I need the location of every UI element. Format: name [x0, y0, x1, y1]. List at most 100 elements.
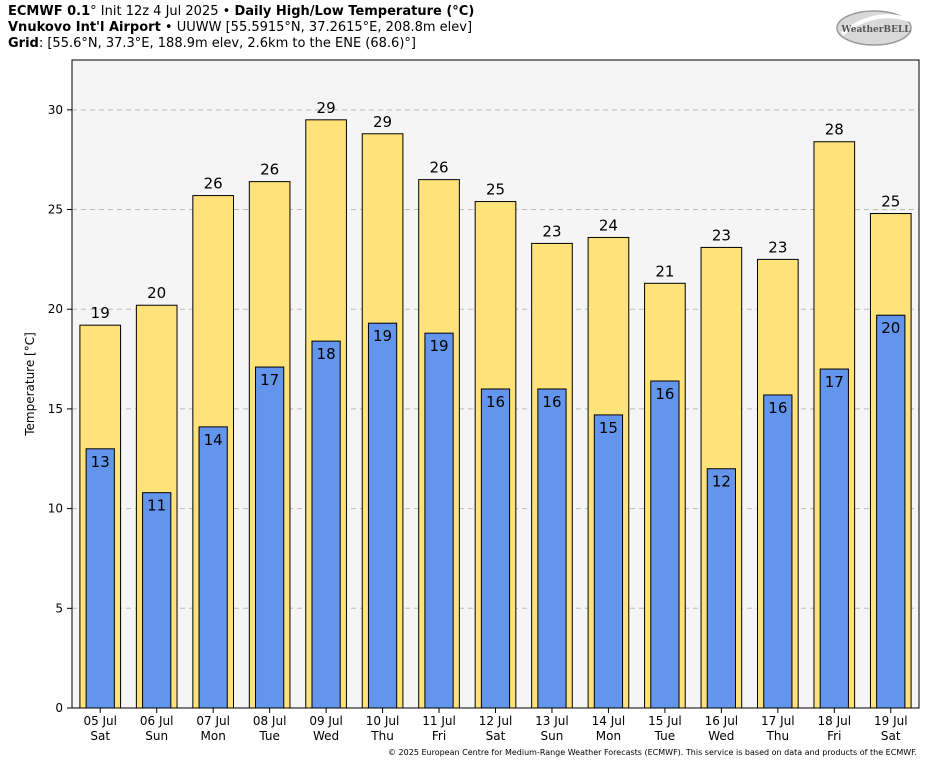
low-bar	[198, 426, 228, 709]
low-bar	[85, 448, 115, 709]
y-tick-label: 15	[48, 402, 63, 416]
low-value-label: 16	[486, 393, 505, 411]
high-value-label: 23	[768, 238, 787, 256]
low-bar	[876, 314, 906, 709]
x-tick-day: Sat	[90, 729, 110, 743]
low-bar	[480, 388, 511, 709]
low-value-label: 15	[599, 419, 618, 437]
grid-label: Grid	[8, 36, 39, 51]
x-tick-day: Fri	[432, 729, 446, 743]
low-value-label: 13	[91, 453, 110, 471]
high-value-label: 23	[712, 226, 731, 244]
x-tick-date: 14 Jul	[592, 714, 626, 728]
low-bar	[367, 322, 398, 709]
station-info: • UUWW [55.5915°N, 37.2615°E, 208.8m ele…	[160, 20, 473, 35]
x-tick-day: Sat	[881, 729, 901, 743]
y-axis-title: Temperature [°C]	[23, 332, 37, 437]
low-value-label: 19	[429, 337, 448, 355]
x-tick-date: 19 Jul	[874, 714, 908, 728]
high-value-label: 21	[655, 262, 674, 280]
x-tick-date: 16 Jul	[705, 714, 739, 728]
low-value-label: 16	[655, 385, 674, 403]
low-value-label: 18	[317, 345, 336, 363]
logo-text: WeatherBELL	[840, 25, 911, 35]
station-name: Vnukovo Int'l Airport	[8, 20, 161, 35]
model-name: ECMWF 0.1	[8, 4, 91, 19]
high-value-label: 28	[825, 121, 844, 139]
copyright-footer: © 2025 European Centre for Medium-Range …	[388, 748, 917, 757]
x-tick-day: Tue	[654, 729, 676, 743]
header-line-2: Vnukovo Int'l Airport • UUWW [55.5915°N,…	[8, 20, 474, 36]
high-value-label: 19	[91, 304, 110, 322]
low-bar	[311, 340, 341, 709]
high-value-label: 29	[373, 113, 392, 131]
x-tick-date: 13 Jul	[535, 714, 569, 728]
x-tick-date: 10 Jul	[366, 714, 400, 728]
y-tick-label: 30	[48, 103, 63, 117]
y-tick-label: 5	[55, 601, 63, 615]
weatherbell-logo: WeatherBELL	[836, 10, 912, 46]
low-value-label: 20	[881, 319, 900, 337]
header-line-1: ECMWF 0.1° Init 12z 4 Jul 2025 • Daily H…	[8, 4, 474, 20]
y-tick-label: 20	[48, 302, 63, 316]
x-tick-day: Tue	[258, 729, 280, 743]
low-bar	[537, 388, 567, 709]
high-value-label: 29	[317, 99, 336, 117]
x-tick-day: Sun	[541, 729, 564, 743]
low-bar	[763, 394, 793, 709]
x-tick-day: Mon	[596, 729, 621, 743]
x-tick-day: Sun	[145, 729, 168, 743]
data-labels: 19 13 20 11 26 14 26 17 29 18 29 19 26 19 25 16 23 16 24 15…	[91, 99, 901, 515]
low-bar	[706, 468, 736, 709]
x-tick-day: Wed	[708, 729, 734, 743]
x-tick-date: 05 Jul	[83, 714, 117, 728]
low-value-label: 12	[712, 473, 731, 491]
x-tick-day: Wed	[313, 729, 339, 743]
high-value-label: 26	[429, 159, 448, 177]
x-tick-date: 11 Jul	[422, 714, 456, 728]
y-tick-label: 10	[48, 502, 63, 516]
low-value-label: 17	[825, 373, 844, 391]
x-tick-date: 15 Jul	[648, 714, 682, 728]
x-tick-day: Fri	[827, 729, 841, 743]
x-tick-date: 09 Jul	[309, 714, 343, 728]
low-value-label: 11	[147, 497, 166, 515]
low-value-label: 19	[373, 327, 392, 345]
chart-header: ECMWF 0.1° Init 12z 4 Jul 2025 • Daily H…	[8, 4, 474, 52]
x-tick-date: 08 Jul	[253, 714, 287, 728]
y-tick-label: 25	[48, 203, 63, 217]
x-tick-date: 06 Jul	[140, 714, 174, 728]
init-time: ° Init 12z 4 Jul 2025 •	[90, 4, 235, 19]
low-bar	[819, 368, 849, 709]
y-tick-label: 0	[55, 701, 63, 715]
low-value-label: 14	[204, 431, 223, 449]
low-bar	[424, 332, 454, 709]
high-value-label: 25	[486, 181, 505, 199]
x-tick-day: Thu	[370, 729, 394, 743]
x-tick-date: 18 Jul	[818, 714, 852, 728]
high-value-label: 26	[260, 161, 279, 179]
x-tick-date: 12 Jul	[479, 714, 513, 728]
x-tick-day: Thu	[766, 729, 790, 743]
low-bar	[142, 492, 172, 709]
high-value-label: 23	[542, 222, 561, 240]
high-value-label: 20	[147, 284, 166, 302]
low-value-label: 17	[260, 371, 279, 389]
x-tick-day: Mon	[201, 729, 226, 743]
low-value-label: 16	[768, 399, 787, 417]
bars	[79, 119, 912, 709]
low-bar	[650, 380, 680, 709]
y-axis: 0 5 10 15 20 25 30	[48, 103, 72, 715]
low-bar	[593, 414, 624, 709]
header-line-3: Grid: [55.6°N, 37.3°E, 188.9m elev, 2.6k…	[8, 36, 474, 52]
chart-title: Daily High/Low Temperature (°C)	[234, 4, 475, 19]
high-value-label: 25	[881, 193, 900, 211]
high-value-label: 24	[599, 216, 618, 234]
low-value-label: 16	[542, 393, 561, 411]
x-tick-date: 07 Jul	[196, 714, 230, 728]
x-tick-date: 17 Jul	[761, 714, 795, 728]
low-bar	[255, 366, 285, 709]
grid-info: : [55.6°N, 37.3°E, 188.9m elev, 2.6km to…	[38, 36, 416, 51]
